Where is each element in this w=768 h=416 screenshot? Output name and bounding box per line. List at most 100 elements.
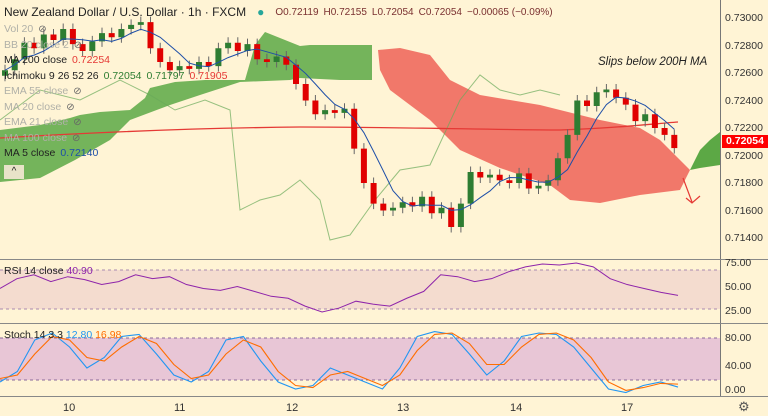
- candle: [302, 84, 309, 101]
- candle: [273, 56, 280, 62]
- candle: [632, 104, 639, 122]
- price-tick: 0.72600: [725, 67, 763, 79]
- hidden-eye-icon[interactable]: ⊘: [73, 86, 82, 97]
- price-tick: 0.71600: [725, 204, 763, 217]
- candle: [438, 207, 445, 214]
- ohlc-high: H0.72155: [323, 7, 367, 19]
- hidden-eye-icon[interactable]: ⊘: [72, 132, 81, 144]
- candle: [341, 108, 348, 113]
- candle: [564, 134, 571, 159]
- legend-ma5[interactable]: MA 5 close 0.72140: [4, 147, 99, 159]
- stoch-pane[interactable]: Stoch 14 3 3 12.80 16.98: [0, 324, 720, 397]
- candle: [322, 110, 329, 115]
- settings-gear-icon[interactable]: ⚙: [738, 399, 750, 414]
- candle: [176, 66, 183, 71]
- annotation-arrow: [682, 177, 701, 204]
- price-pane[interactable]: New Zealand Dollar / U.S. Dollar · 1h · …: [0, 0, 720, 262]
- rsi-axis[interactable]: 75.00 50.00 25.00: [720, 257, 768, 323]
- candle: [467, 172, 474, 204]
- candle: [254, 44, 261, 60]
- legend-ema55[interactable]: EMA 55 close ⊘: [4, 84, 553, 100]
- stoch-axis[interactable]: 80.00 40.00 0.00: [720, 324, 768, 397]
- candle: [545, 180, 552, 186]
- chikou-line: [0, 74, 561, 241]
- market-status-dot: ●: [257, 5, 265, 20]
- candle: [244, 44, 251, 51]
- price-tick: 0.72400: [725, 94, 763, 107]
- legend-bb[interactable]: BB 20 close 2 ⊘: [4, 38, 553, 54]
- stoch-k-line: [0, 331, 679, 394]
- candle: [166, 62, 173, 71]
- rsi-legend[interactable]: RSI 14 close 40.90: [4, 265, 93, 277]
- candle: [554, 158, 561, 181]
- time-axis-divider: [0, 396, 768, 397]
- ma5-line: [4, 28, 675, 211]
- candle: [603, 89, 610, 93]
- hidden-eye-icon[interactable]: ⊘: [66, 101, 75, 113]
- candle: [312, 100, 319, 115]
- ohlc-low: L0.72054: [371, 7, 414, 19]
- candle: [215, 48, 222, 67]
- legend-ma20[interactable]: MA 20 close ⊘: [4, 100, 553, 116]
- candle: [205, 62, 212, 67]
- candle: [487, 174, 493, 178]
- candle: [390, 207, 396, 211]
- ohlc-change: −0.00065 (−0.09%): [466, 7, 553, 19]
- pane-divider[interactable]: [0, 259, 768, 260]
- candle: [128, 24, 135, 29]
- candle: [380, 203, 387, 211]
- symbol-title[interactable]: New Zealand Dollar / U.S. Dollar · 1h · …: [4, 5, 247, 20]
- annotation-text: Slips below 200H MA: [598, 56, 708, 68]
- legend-vol[interactable]: Vol 20 ⊘: [4, 22, 553, 38]
- candle: [50, 34, 57, 40]
- candle: [419, 196, 426, 207]
- chart-header: New Zealand Dollar / U.S. Dollar · 1h · …: [4, 4, 553, 179]
- ichimoku-cloud-green-future: [690, 132, 720, 170]
- candle: [613, 89, 620, 98]
- ohlc-open: O0.72119: [275, 7, 319, 19]
- legend-ema21[interactable]: EMA 21 close ⊘: [4, 115, 553, 131]
- candle: [535, 185, 542, 189]
- legend-ma200[interactable]: MA 200 close 0.72254: [4, 54, 111, 66]
- pane-divider[interactable]: [0, 323, 768, 324]
- candle: [642, 114, 649, 122]
- price-tick: 0.72200: [725, 122, 763, 134]
- price-tick: 0.72800: [725, 39, 763, 52]
- candle: [593, 92, 600, 106]
- candle: [137, 22, 144, 25]
- legend-ma100[interactable]: MA 100 close ⊘: [4, 131, 553, 147]
- price-tick: 0.71800: [725, 177, 763, 189]
- hidden-eye-icon[interactable]: ⊘: [38, 24, 47, 35]
- ichimoku-cloud-green: [0, 32, 372, 182]
- ohlc-close: C0.72054: [418, 7, 462, 19]
- price-tick: 0.71400: [725, 232, 763, 244]
- hidden-eye-icon[interactable]: ⊘: [73, 117, 82, 128]
- candle: [234, 42, 241, 51]
- stoch-legend[interactable]: Stoch 14 3 3 12.80 16.98: [4, 329, 122, 341]
- stoch-d-line: [0, 332, 679, 391]
- candle: [157, 48, 164, 62]
- candle: [409, 202, 416, 207]
- candle: [147, 22, 154, 49]
- rsi-pane[interactable]: RSI 14 close 40.90: [0, 260, 720, 323]
- candle: [661, 128, 668, 135]
- price-chart: [0, 16, 720, 241]
- hidden-eye-icon[interactable]: ⊘: [73, 39, 83, 51]
- candle: [60, 29, 67, 40]
- candle: [477, 172, 484, 178]
- stoch-chart: [0, 331, 720, 394]
- candle: [108, 33, 115, 38]
- candle: [448, 207, 455, 227]
- candle: [225, 42, 232, 49]
- rsi-line: [0, 262, 679, 313]
- legend-ichimoku[interactable]: Ichimoku 9 26 52 26 0.72054 0.71797 0.71905: [4, 69, 228, 82]
- candle: [331, 110, 338, 113]
- ma200-line: [0, 121, 679, 139]
- candle: [622, 97, 629, 105]
- candle: [351, 108, 358, 149]
- collapse-legend-button[interactable]: ^: [4, 164, 24, 179]
- price-axis[interactable]: 0.73000 0.72800 0.72600 0.72400 0.72200 0.720…: [720, 0, 768, 262]
- candle: [186, 66, 193, 69]
- candle: [496, 174, 503, 181]
- candle: [263, 59, 270, 62]
